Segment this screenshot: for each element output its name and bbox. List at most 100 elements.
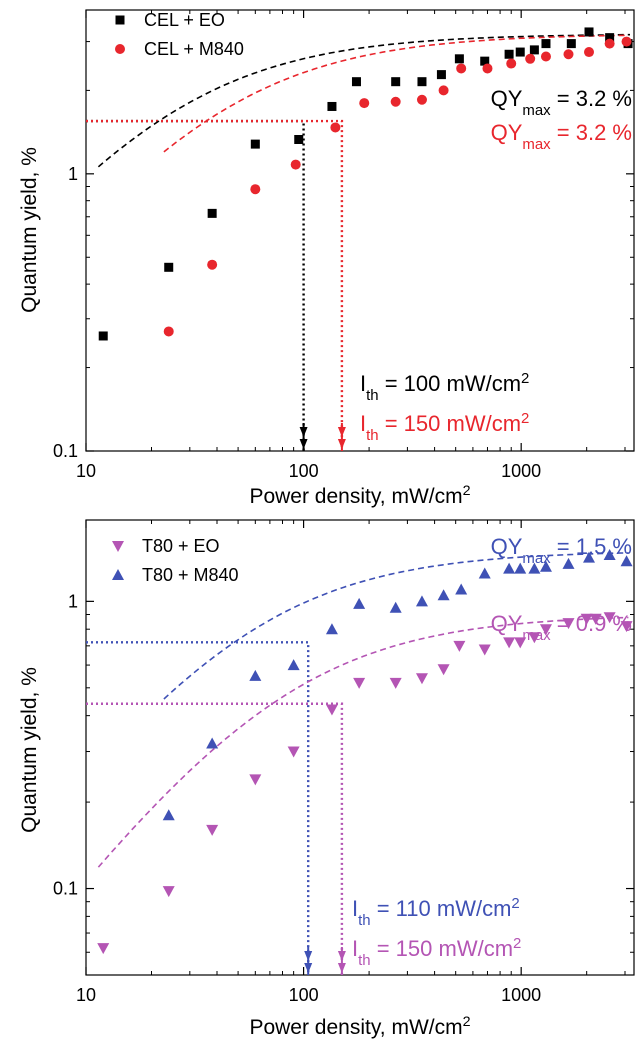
minor-ticks (86, 10, 634, 451)
x-tick-label: 10 (76, 461, 96, 481)
threshold-arrow-marker (304, 947, 313, 975)
data-point (359, 98, 370, 109)
chart-panel-2: 10 100 1000 0.1 1 Quantum yield, % Power densi… (18, 519, 635, 1039)
threshold-label: Ith = 110 mW/cm2 (352, 895, 520, 929)
data-point (163, 326, 174, 337)
data-point (478, 567, 491, 579)
x-axis-label: Power density, mW/cm2 (249, 1014, 470, 1039)
x-tick-label: 100 (289, 461, 319, 481)
fit-curve (163, 34, 629, 153)
series-t80-eo (97, 612, 633, 955)
data-point (249, 669, 262, 681)
data-point (454, 54, 464, 64)
data-point (515, 47, 525, 57)
threshold-label: Ith = 100 mW/cm2 (360, 370, 529, 404)
data-point (514, 637, 527, 649)
data-point (503, 637, 516, 649)
y-axis-label: Quantum yield, % (18, 667, 41, 833)
threshold-arrow-marker (337, 947, 346, 975)
threshold-guide-line (86, 702, 344, 975)
qymax-annotation: QYmax = 0.9 % (491, 611, 632, 644)
data-point (249, 774, 262, 786)
data-point (562, 618, 575, 630)
data-point (415, 673, 428, 685)
data-point (437, 589, 450, 601)
data-point (566, 39, 576, 49)
data-point (583, 551, 596, 563)
threshold-label: Ith = 150 mW/cm2 (360, 410, 529, 444)
data-point (539, 624, 552, 636)
data-point (417, 77, 427, 87)
y-tick-label: 1 (68, 164, 78, 184)
fit-curve (97, 616, 629, 868)
data-point (162, 886, 175, 898)
legend-label: T80 + M840 (142, 565, 239, 585)
chart-panel-1: 10 100 1000 0.1 1 Quantum yield, % Power densi… (18, 9, 635, 508)
data-point (580, 613, 593, 625)
data-point (330, 122, 341, 133)
data-point (621, 36, 632, 47)
data-point (416, 94, 427, 105)
data-point (603, 549, 616, 561)
series-cel-m840 (163, 36, 632, 337)
minor-ticks (86, 520, 634, 975)
legend-marker (112, 541, 124, 552)
threshold-guide-line (86, 119, 344, 451)
y-tick-label: 0.1 (53, 441, 78, 461)
data-point (455, 583, 468, 595)
data-point (207, 259, 218, 270)
data-point (604, 38, 615, 49)
data-point (391, 77, 401, 87)
threshold-arrow-marker (299, 423, 308, 451)
data-point (415, 595, 428, 607)
data-point (287, 746, 300, 758)
data-point (206, 737, 219, 749)
threshold-guide-line (86, 119, 305, 451)
data-point (539, 560, 552, 572)
data-point (207, 208, 217, 218)
data-point (584, 47, 595, 58)
data-point (584, 27, 594, 37)
legend: CEL + EO CEL + M840 (115, 10, 244, 59)
x-axis-label: Power density, mW/cm2 (249, 483, 470, 508)
threshold-arrow-marker (337, 423, 346, 451)
data-point (437, 664, 450, 676)
data-point (287, 659, 300, 671)
data-point (325, 623, 338, 635)
data-point (389, 677, 402, 689)
data-point (482, 63, 493, 74)
legend: T80 + EO T80 + M840 (112, 536, 239, 585)
y-axis-label: Quantum yield, % (18, 147, 41, 313)
data-point (503, 562, 516, 574)
legend-label: T80 + EO (142, 536, 220, 556)
data-point (389, 601, 402, 613)
fit-curve (163, 552, 629, 700)
x-tick-label: 10 (76, 985, 96, 1005)
plot-frame (85, 9, 635, 452)
legend-label: CEL + M840 (144, 39, 244, 59)
data-point (351, 77, 361, 87)
qymax-annotation: QYmax = 1.5 % (491, 534, 632, 567)
y-tick-label: 0.1 (53, 879, 78, 899)
data-point (528, 632, 541, 644)
data-point (250, 139, 260, 149)
data-point (529, 45, 539, 55)
data-point (478, 644, 491, 656)
y-tick-label: 1 (68, 591, 78, 611)
data-point (480, 56, 490, 66)
legend-label: CEL + EO (144, 10, 225, 30)
data-point (525, 53, 536, 64)
x-tick-label: 100 (289, 985, 319, 1005)
data-point (506, 58, 517, 69)
threshold-label: Ith = 150 mW/cm2 (352, 935, 521, 969)
data-point (620, 621, 633, 633)
data-point (563, 49, 574, 60)
data-point (206, 824, 219, 836)
data-point (325, 704, 338, 716)
data-point (438, 85, 449, 96)
data-point (603, 612, 616, 624)
data-point (541, 39, 551, 49)
data-point (294, 134, 304, 144)
plot-frame (85, 519, 635, 976)
series-cel-eo (98, 27, 633, 341)
